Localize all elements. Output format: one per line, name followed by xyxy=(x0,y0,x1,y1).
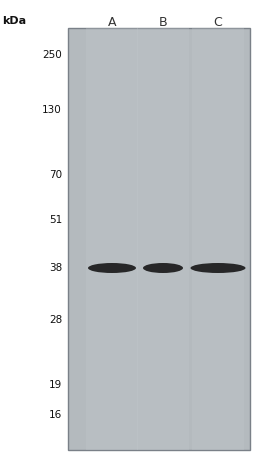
Bar xyxy=(192,28,244,450)
Text: 250: 250 xyxy=(42,50,62,60)
Text: C: C xyxy=(214,16,222,29)
Text: B: B xyxy=(159,16,167,29)
Bar xyxy=(68,28,250,450)
Text: kDa: kDa xyxy=(2,16,26,26)
Text: 28: 28 xyxy=(49,315,62,325)
Text: 16: 16 xyxy=(49,410,62,420)
Ellipse shape xyxy=(143,263,183,273)
Ellipse shape xyxy=(190,263,246,273)
Ellipse shape xyxy=(88,263,136,273)
Bar xyxy=(86,28,138,450)
Text: A: A xyxy=(108,16,116,29)
Text: 130: 130 xyxy=(42,105,62,115)
Text: 70: 70 xyxy=(49,170,62,180)
Text: 38: 38 xyxy=(49,263,62,273)
Text: 19: 19 xyxy=(49,380,62,390)
Text: 51: 51 xyxy=(49,215,62,225)
Bar xyxy=(137,28,189,450)
